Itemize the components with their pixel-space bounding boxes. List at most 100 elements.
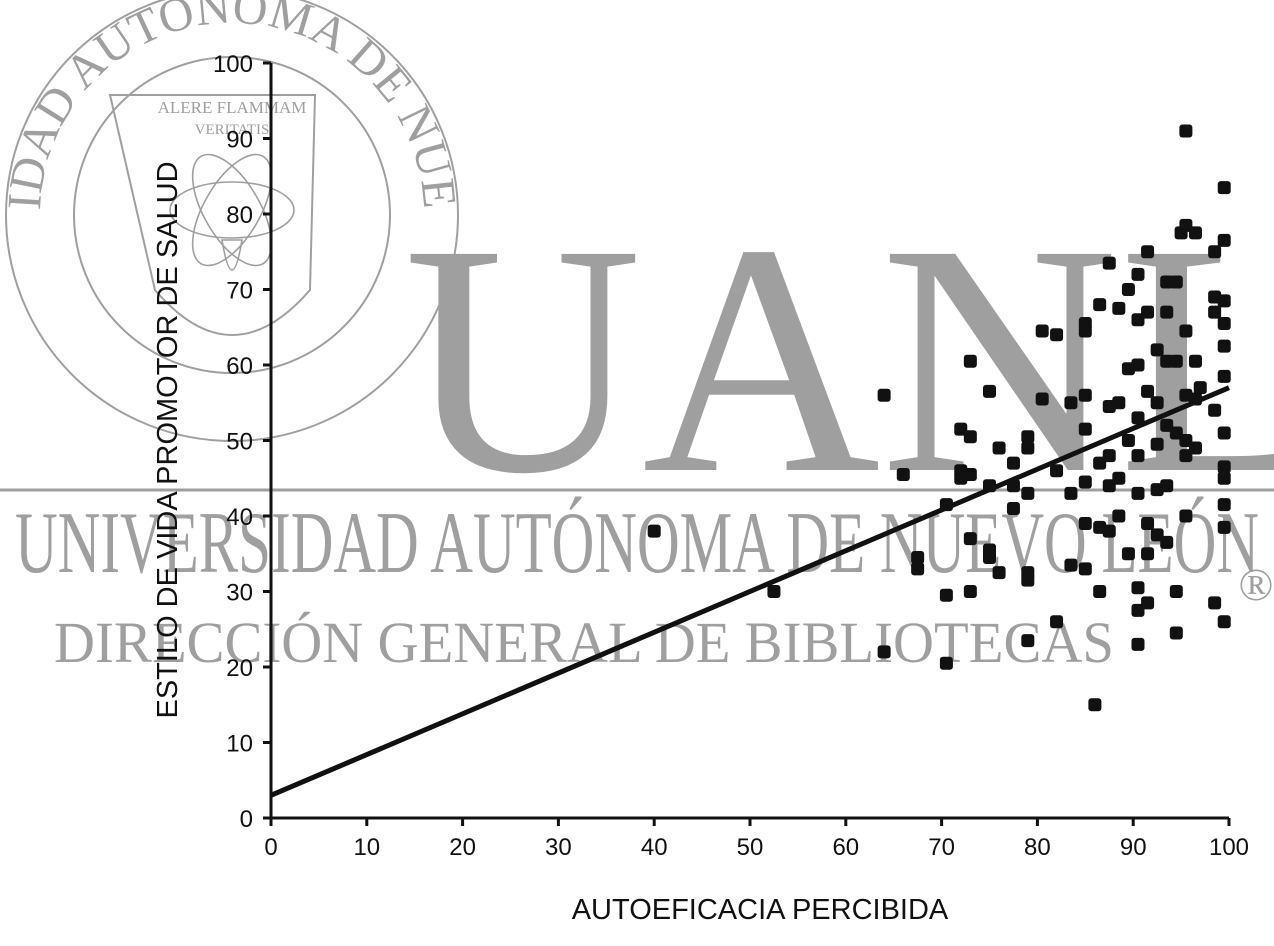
data-point bbox=[877, 388, 891, 402]
data-point bbox=[1006, 501, 1020, 515]
data-point bbox=[1078, 324, 1092, 338]
y-tick-label: 0 bbox=[240, 806, 253, 833]
data-point bbox=[963, 354, 977, 368]
data-point bbox=[1131, 637, 1145, 651]
data-point bbox=[1169, 275, 1183, 289]
data-point bbox=[1064, 558, 1078, 572]
data-point bbox=[983, 479, 996, 493]
x-tick-label: 20 bbox=[449, 834, 476, 861]
data-point bbox=[1035, 324, 1049, 338]
data-point bbox=[1078, 517, 1092, 531]
data-point bbox=[1006, 479, 1020, 493]
data-point bbox=[939, 588, 953, 602]
data-point bbox=[963, 532, 977, 546]
watermark-department: DIRECCIÓN GENERAL DE BIBLIOTECAS bbox=[54, 610, 1114, 675]
data-point bbox=[1093, 298, 1107, 312]
data-point bbox=[1150, 437, 1164, 451]
data-point bbox=[1208, 305, 1222, 319]
data-point bbox=[1193, 381, 1207, 395]
y-axis-ticks: 0 10 20 30 40 50 60 70 80 90 100 bbox=[213, 51, 271, 833]
data-point bbox=[1179, 324, 1193, 338]
seal-motto-line-1: ALERE FLAMMAM bbox=[158, 98, 307, 117]
data-point bbox=[1112, 509, 1126, 523]
data-point bbox=[647, 524, 661, 538]
data-point bbox=[1112, 396, 1126, 410]
data-point bbox=[963, 585, 977, 598]
y-tick-label: 80 bbox=[226, 202, 253, 229]
data-point bbox=[1064, 396, 1078, 410]
data-point bbox=[939, 656, 953, 670]
y-tick-label: 40 bbox=[226, 504, 253, 531]
data-point bbox=[1078, 388, 1092, 402]
x-tick-label: 10 bbox=[353, 834, 380, 861]
data-point bbox=[1217, 233, 1231, 247]
data-point bbox=[1188, 392, 1202, 406]
data-points bbox=[647, 124, 1231, 712]
data-point bbox=[1169, 354, 1183, 368]
data-point bbox=[911, 562, 925, 576]
data-point bbox=[1131, 411, 1145, 425]
data-point bbox=[992, 441, 1006, 455]
data-point bbox=[1121, 547, 1135, 561]
data-point bbox=[1021, 441, 1035, 455]
data-point bbox=[1131, 358, 1145, 372]
data-point bbox=[1179, 124, 1193, 138]
y-tick-label: 90 bbox=[226, 127, 253, 154]
data-point bbox=[1088, 698, 1102, 712]
data-point bbox=[1050, 328, 1064, 342]
data-point bbox=[1021, 634, 1035, 648]
data-point bbox=[1208, 245, 1222, 259]
data-point bbox=[1131, 267, 1145, 281]
data-point bbox=[1217, 520, 1231, 534]
data-point bbox=[1050, 615, 1064, 629]
data-point bbox=[1021, 430, 1035, 444]
data-point bbox=[1160, 479, 1174, 493]
data-point bbox=[1121, 283, 1135, 296]
data-point bbox=[963, 467, 977, 481]
data-point bbox=[1112, 301, 1126, 315]
y-axis-title: ESTILO DE VIDA PROMOTOR DE SALUD bbox=[152, 161, 184, 718]
data-point bbox=[983, 551, 996, 565]
watermark-university-name: UNIVERSIDAD AUTÓNOMA DE NUEVO LEÓN bbox=[15, 495, 1259, 592]
data-point bbox=[1217, 181, 1231, 195]
data-point bbox=[1217, 426, 1231, 440]
data-point bbox=[1131, 581, 1145, 595]
data-point bbox=[1217, 369, 1231, 383]
y-tick-label: 30 bbox=[226, 580, 253, 607]
data-point bbox=[1188, 226, 1202, 240]
data-point bbox=[1217, 339, 1231, 353]
data-point bbox=[1217, 471, 1231, 485]
data-point bbox=[1160, 305, 1174, 319]
data-point bbox=[1021, 573, 1035, 587]
data-point bbox=[1141, 517, 1155, 531]
x-tick-label: 50 bbox=[737, 834, 764, 861]
watermark-logo: UANL bbox=[404, 177, 1274, 542]
data-point bbox=[911, 551, 925, 565]
data-point bbox=[1150, 343, 1164, 357]
y-tick-label: 70 bbox=[226, 278, 253, 305]
data-point bbox=[1169, 585, 1183, 598]
data-point bbox=[1078, 475, 1092, 489]
data-point bbox=[1121, 434, 1135, 447]
data-point bbox=[1078, 562, 1092, 576]
data-point bbox=[1102, 256, 1116, 270]
x-tick-label: 0 bbox=[264, 834, 277, 861]
data-point bbox=[1093, 585, 1107, 598]
data-point bbox=[1141, 596, 1155, 610]
data-point bbox=[1141, 245, 1155, 259]
data-point bbox=[1217, 294, 1231, 308]
data-point bbox=[1150, 396, 1164, 410]
data-point bbox=[1021, 486, 1035, 500]
data-point bbox=[1064, 486, 1078, 500]
data-point bbox=[1188, 354, 1202, 368]
y-tick-label: 10 bbox=[226, 731, 253, 758]
data-point bbox=[1208, 596, 1222, 610]
data-point bbox=[1217, 316, 1231, 330]
data-point bbox=[992, 566, 1006, 580]
y-tick-label: 100 bbox=[213, 51, 253, 78]
x-tick-label: 100 bbox=[1209, 834, 1249, 861]
x-tick-label: 80 bbox=[1024, 834, 1051, 861]
data-point bbox=[1078, 422, 1092, 436]
data-point bbox=[939, 498, 953, 512]
